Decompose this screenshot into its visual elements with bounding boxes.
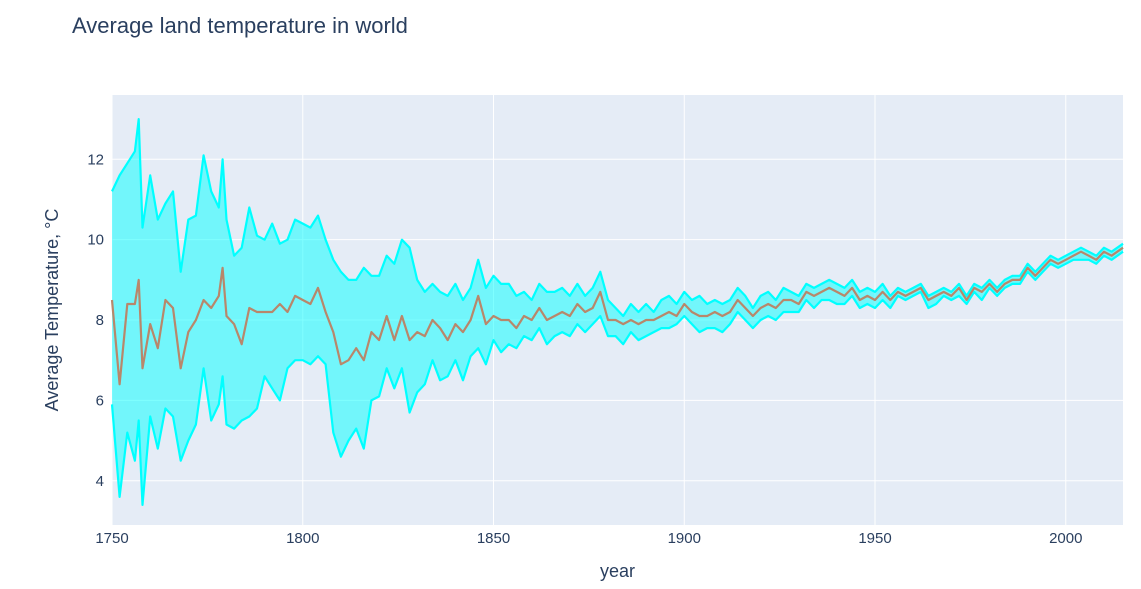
- x-tick-label: 2000: [1049, 530, 1082, 547]
- series-layer: [110, 117, 1124, 506]
- x-tick-label: 1850: [477, 530, 510, 547]
- y-tick-label: 8: [96, 312, 104, 329]
- y-tick-label: 12: [87, 151, 104, 168]
- x-axis-ticks: 1750 1800 1850 1900 1950 2000: [95, 530, 1082, 547]
- x-tick-label: 1900: [668, 530, 701, 547]
- y-tick-label: 6: [96, 392, 104, 409]
- y-tick-label: 10: [87, 232, 104, 249]
- x-tick-label: 1750: [95, 530, 128, 547]
- lower-bound-line: [110, 250, 1124, 506]
- mean-temperature-line: [110, 246, 1124, 386]
- x-tick-label: 1950: [858, 530, 891, 547]
- upper-bound-line: [111, 117, 1124, 318]
- x-axis-label: year: [600, 561, 635, 581]
- y-axis-label: Average Temperature, °C: [42, 209, 62, 412]
- uncertainty-band: [112, 119, 1123, 505]
- y-axis-ticks: 4 6 8 10 12: [87, 151, 104, 489]
- chart-title: Average land temperature in world: [72, 13, 408, 38]
- y-tick-label: 4: [96, 473, 104, 490]
- x-tick-label: 1800: [286, 530, 319, 547]
